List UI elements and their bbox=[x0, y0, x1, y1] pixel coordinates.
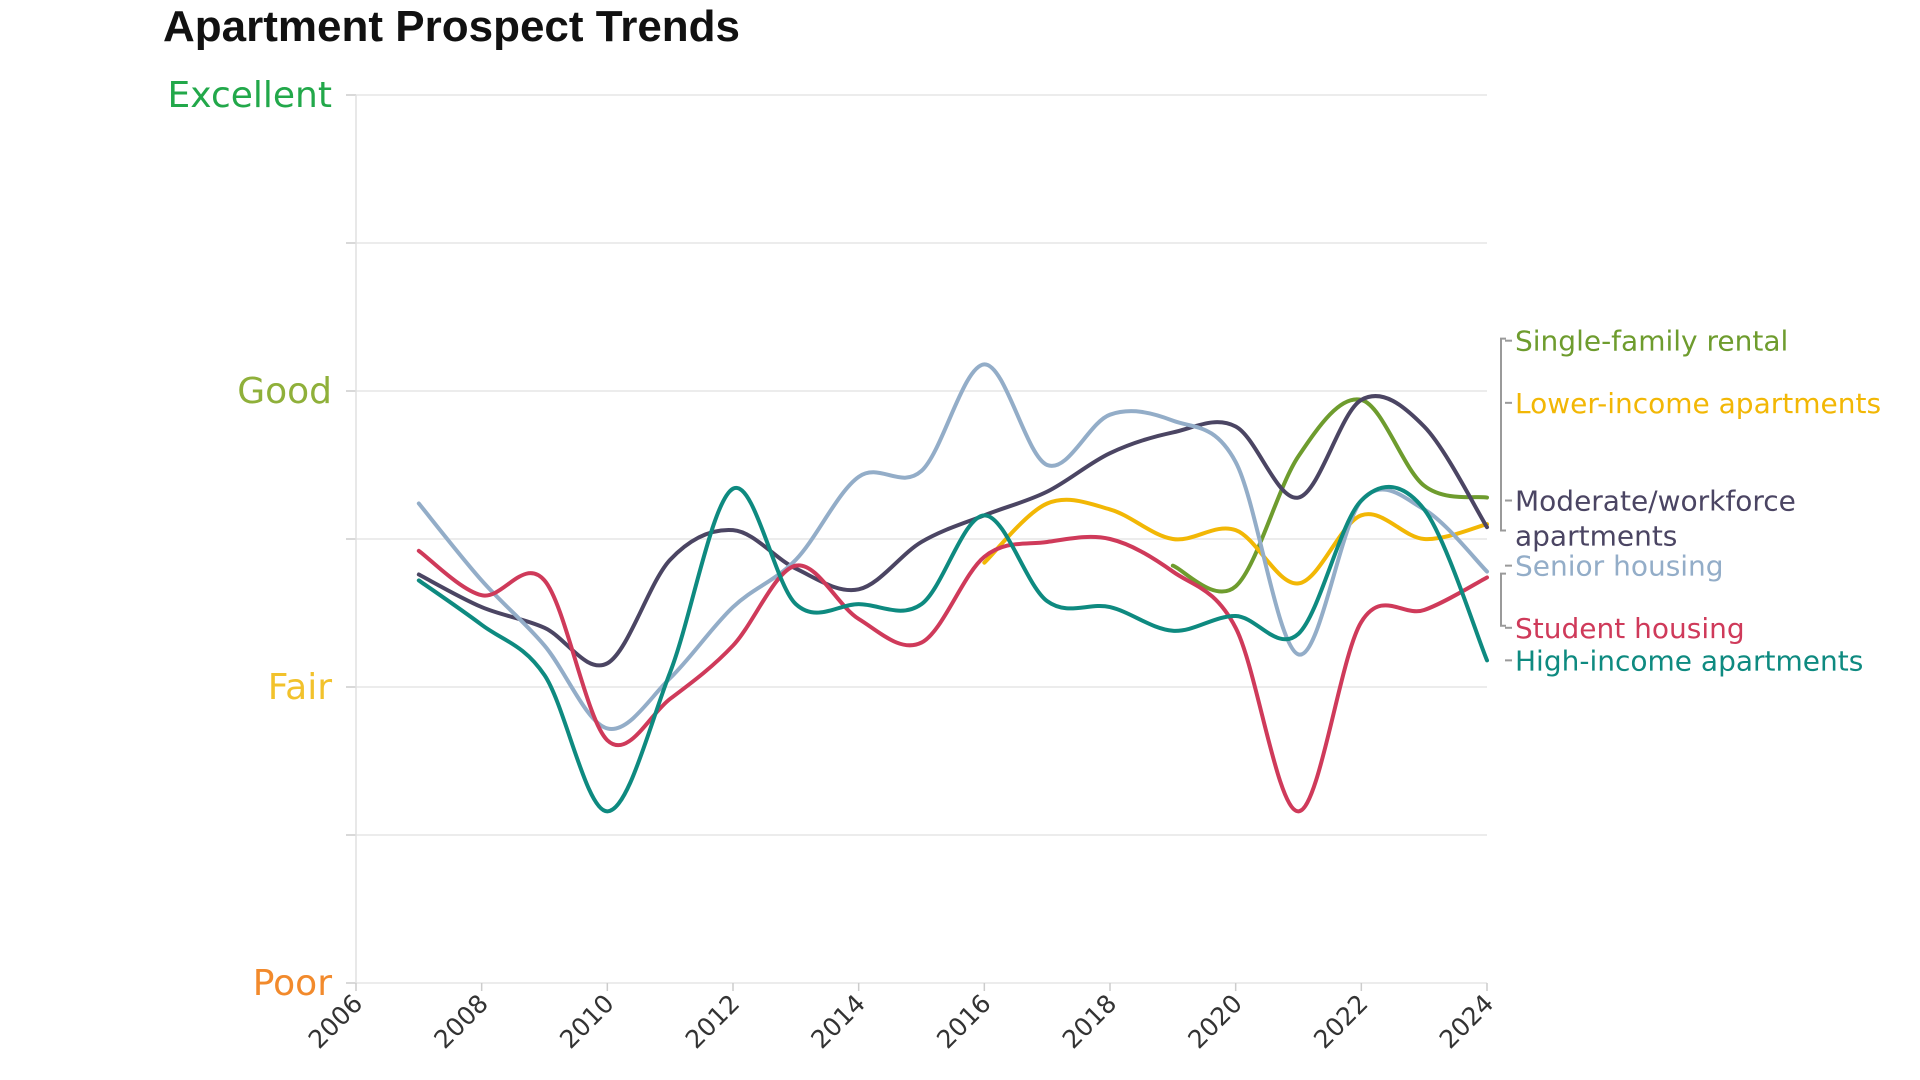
series-lines bbox=[416, 362, 1489, 814]
y-category-label: Excellent bbox=[168, 75, 332, 116]
x-tick-label: 2024 bbox=[1434, 989, 1499, 1054]
x-tick-label: 2010 bbox=[554, 989, 619, 1054]
y-category-label: Poor bbox=[253, 963, 332, 1004]
chart-title: Apartment Prospect Trends bbox=[163, 2, 741, 51]
x-tick-label: 2020 bbox=[1182, 989, 1247, 1054]
series-line bbox=[416, 394, 1489, 668]
x-tick-label: 2016 bbox=[931, 989, 996, 1054]
legend-bracket bbox=[1500, 572, 1506, 627]
series-line bbox=[1170, 397, 1489, 594]
legend-entry: Lower-income apartments bbox=[1505, 387, 1881, 420]
legend-entry: Senior housing bbox=[1505, 550, 1724, 583]
legend-label: Moderate/workforce bbox=[1515, 485, 1796, 518]
legend-label: Student housing bbox=[1515, 612, 1745, 645]
legend-label: apartments bbox=[1515, 520, 1677, 553]
series-line bbox=[416, 485, 1489, 814]
series-line bbox=[416, 362, 1489, 731]
x-tick-label: 2022 bbox=[1308, 989, 1373, 1054]
legend-label: Single-family rental bbox=[1515, 325, 1788, 358]
x-tick-label: 2008 bbox=[428, 989, 493, 1054]
legend-entry: Student housing bbox=[1505, 612, 1745, 645]
grid-lines bbox=[346, 94, 1487, 984]
legend-entry: Single-family rental bbox=[1505, 325, 1788, 358]
x-axis-ticks: 2006 2008 2010 2012 2014 2016 2018 2020 2022 2024 bbox=[303, 983, 1499, 1054]
series-line bbox=[982, 497, 1489, 586]
series-line bbox=[416, 534, 1489, 814]
x-tick-label: 2018 bbox=[1057, 989, 1122, 1054]
legend-label: Senior housing bbox=[1515, 550, 1724, 583]
x-tick-label: 2012 bbox=[680, 989, 745, 1054]
legend-label: Lower-income apartments bbox=[1515, 387, 1881, 420]
legend-label: High-income apartments bbox=[1515, 644, 1863, 677]
legend-bracket bbox=[1500, 337, 1506, 532]
legend: Single-family rental Lower-income apartme… bbox=[1500, 325, 1881, 677]
y-axis-labels: Excellent Good Fair Poor bbox=[168, 75, 333, 1004]
y-category-label: Good bbox=[237, 371, 332, 412]
y-category-label: Fair bbox=[268, 667, 332, 708]
legend-entry: High-income apartments bbox=[1505, 644, 1863, 677]
x-tick-label: 2014 bbox=[805, 989, 870, 1054]
